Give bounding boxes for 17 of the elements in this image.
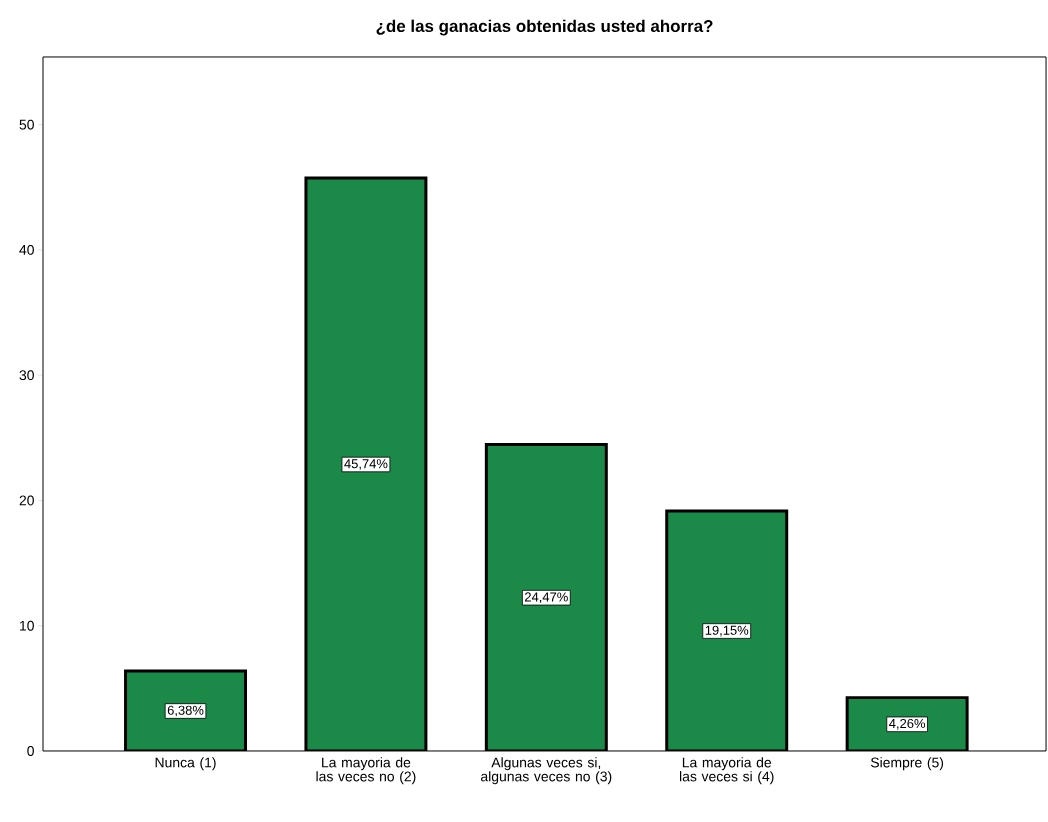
x-tick-label: La mayoria de las veces si (4) <box>680 757 774 785</box>
y-tick-label: 20 <box>19 495 34 506</box>
data-label: 6,38% <box>167 705 204 717</box>
x-tick-label: Siempre (5) <box>870 757 944 771</box>
y-tick-label: 0 <box>27 746 34 756</box>
y-tick-label: 10 <box>20 620 34 631</box>
data-label: 45,74% <box>344 459 388 470</box>
data-label: 19,15% <box>705 625 749 637</box>
x-tick-label: Algunas veces si, algunas veces no (3) <box>481 757 612 785</box>
data-label: 4,26% <box>889 718 926 730</box>
y-tick-label: 40 <box>19 244 34 255</box>
y-tick-label: 50 <box>19 119 34 130</box>
x-tick-label: Nunca (1) <box>155 757 216 771</box>
chart-title: ¿de las ganacias obtenidas usted ahorra? <box>376 19 713 36</box>
y-tick-label: 30 <box>19 370 34 381</box>
x-tick-label: La mayoria de las veces no (2) <box>316 757 416 785</box>
data-label: 24,47% <box>525 592 568 604</box>
